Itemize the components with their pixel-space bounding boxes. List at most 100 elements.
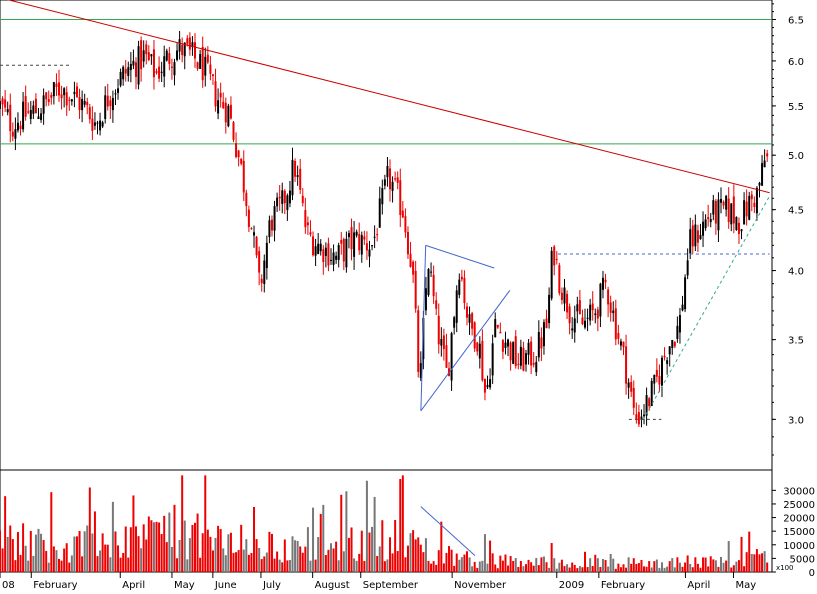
volume-bar <box>604 560 607 572</box>
volume-bar <box>288 560 291 572</box>
candle-body <box>160 71 163 73</box>
volume-bar <box>614 568 617 572</box>
volume-bar <box>52 546 55 572</box>
candle-body <box>437 315 440 345</box>
candle-body <box>306 222 309 226</box>
candle-body <box>152 49 155 78</box>
candle-body <box>137 46 140 85</box>
volume-bar <box>75 536 78 572</box>
candle-body <box>217 100 220 114</box>
volume-bar <box>58 558 61 572</box>
candle-body <box>499 331 502 334</box>
candle-body <box>6 109 9 113</box>
volume-bar <box>317 537 320 572</box>
volume-bar <box>607 566 610 572</box>
volume-tick-label: 15000 <box>783 527 815 538</box>
volume-bar <box>383 561 386 572</box>
candle-body <box>681 304 684 311</box>
volume-bar <box>581 567 584 572</box>
price-panel-frame <box>0 0 773 471</box>
volume-bar <box>114 531 117 572</box>
candle-body <box>301 195 304 204</box>
volume-bar <box>276 551 279 572</box>
candle-body <box>235 143 238 158</box>
volume-bar <box>491 553 494 572</box>
volume-bar <box>163 515 166 572</box>
volume-bar <box>473 561 476 572</box>
volume-bar <box>27 560 30 572</box>
price-tick-label: 4.5 <box>788 206 804 217</box>
candle-body <box>40 113 43 120</box>
volume-bar <box>378 546 381 572</box>
volume-bar <box>517 567 520 572</box>
volume-bar <box>201 533 204 572</box>
candle-body <box>260 278 263 284</box>
volume-bar <box>78 530 81 572</box>
volume-bar <box>594 554 597 572</box>
candle-body <box>419 363 422 378</box>
triangle-lower-edge <box>420 290 511 412</box>
candle-body <box>571 328 574 331</box>
volume-bar <box>406 545 409 572</box>
volume-tick-label: 30000 <box>783 486 815 497</box>
candle-body <box>358 234 361 251</box>
candle-body <box>617 332 620 339</box>
volume-bar <box>88 487 91 572</box>
volume-bar <box>589 558 592 572</box>
volume-bar <box>96 556 99 572</box>
candle-body <box>376 234 379 236</box>
candle-body <box>755 187 758 214</box>
volume-bar <box>555 568 558 572</box>
candle-body <box>91 118 94 131</box>
volume-bar <box>522 566 525 572</box>
candle-body <box>381 188 384 205</box>
candle-body <box>294 161 297 177</box>
price-tick-label: 6.0 <box>788 57 804 68</box>
candle-body <box>104 95 107 119</box>
volume-bar <box>373 496 376 572</box>
candle-body <box>694 224 697 247</box>
price-tick-label: 3.0 <box>788 415 804 426</box>
candle-body <box>286 195 289 211</box>
volume-bar <box>376 556 379 572</box>
price-layer <box>0 0 772 428</box>
candle-body <box>699 235 702 240</box>
candle-body <box>648 398 651 407</box>
candle-body <box>607 289 610 305</box>
candle-body <box>24 96 27 117</box>
candle-body <box>761 163 764 186</box>
candle-body <box>222 101 225 109</box>
volume-bar <box>145 539 148 572</box>
volume-bar <box>83 531 86 572</box>
volume-bar <box>142 524 145 572</box>
candle-body <box>643 414 646 417</box>
candle-body <box>612 310 615 314</box>
volume-bar <box>748 531 751 572</box>
candle-body <box>291 159 294 196</box>
volume-bar <box>763 551 766 572</box>
candle-body <box>83 101 86 105</box>
volume-bar <box>91 533 94 572</box>
volume-bar <box>645 566 648 572</box>
candle-body <box>250 228 253 230</box>
volume-bar <box>617 563 620 572</box>
candle-body <box>335 255 338 260</box>
volume-bar <box>704 557 707 572</box>
candle-body <box>378 198 381 228</box>
candle-body <box>535 361 538 373</box>
candle-body <box>527 342 530 355</box>
volume-bar <box>468 557 471 572</box>
volume-bar <box>404 557 407 572</box>
volume-bar <box>761 553 764 572</box>
candle-body <box>625 346 628 384</box>
candle-body <box>270 219 273 231</box>
candle-body <box>42 95 45 114</box>
candle-body <box>740 229 743 232</box>
volume-bar <box>152 522 155 572</box>
candle-body <box>263 260 266 285</box>
volume-bar <box>117 545 120 572</box>
candle-body <box>129 63 132 71</box>
triangle-left-edge <box>420 245 427 411</box>
volume-bar <box>463 554 466 572</box>
